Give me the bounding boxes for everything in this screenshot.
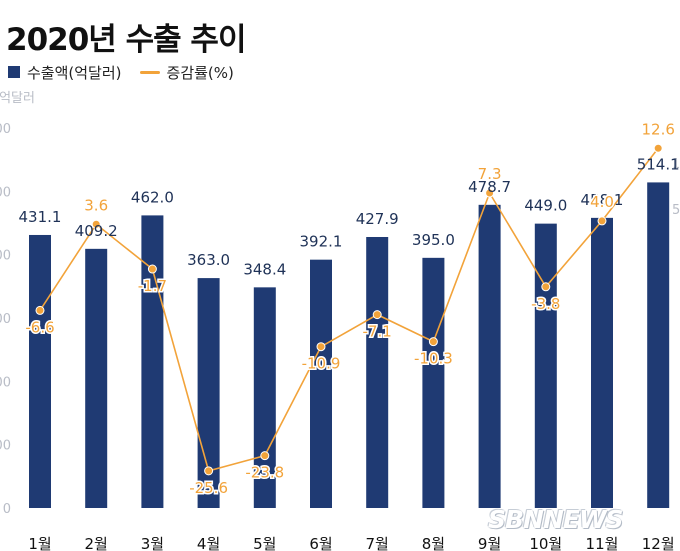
watermark: SBNNEWS	[488, 505, 624, 534]
growth-value-label: -10.9	[302, 355, 341, 373]
x-tick-label: 11월	[586, 535, 619, 551]
left-axis-tick: 100	[0, 439, 11, 454]
growth-point	[316, 342, 326, 352]
x-tick-label: 7월	[366, 535, 389, 551]
x-tick-label: 1월	[28, 535, 51, 551]
growth-point	[428, 337, 438, 347]
growth-value-label: -3.8	[531, 295, 560, 313]
growth-value-label: -25.6	[189, 479, 228, 497]
growth-value-label: -7.1	[363, 323, 392, 341]
growth-value-label: -1.7	[138, 277, 167, 295]
bar-export	[85, 248, 108, 508]
growth-point	[260, 451, 270, 461]
growth-point	[35, 305, 45, 315]
growth-value-label: -10.3	[414, 350, 453, 368]
bar-export	[366, 236, 389, 508]
growth-value-label: -6.6	[25, 318, 54, 336]
bar-export	[591, 217, 613, 508]
bar-export	[478, 204, 501, 508]
legend-label-exports: 수출액(억달러)	[27, 63, 122, 82]
x-tick-label: 3월	[141, 535, 164, 551]
bar-export	[310, 259, 332, 508]
growth-value-label: 12.6	[641, 120, 674, 138]
growth-point	[485, 188, 495, 198]
growth-value-label: 7.3	[478, 165, 502, 183]
bar-export	[422, 257, 445, 508]
growth-point	[372, 310, 382, 320]
growth-point	[653, 143, 663, 153]
x-tick-label: 5월	[253, 535, 276, 551]
growth-value-label: 4.0	[590, 193, 614, 211]
x-tick-label: 6월	[309, 535, 332, 551]
bar-value-label: 392.1	[300, 233, 343, 251]
bar-value-label: 431.1	[19, 208, 62, 226]
bar-value-label: 462.0	[131, 188, 174, 206]
bar-export	[141, 215, 164, 508]
bar-export	[647, 182, 670, 509]
growth-line	[39, 147, 659, 472]
legend-item-exports: 수출액(억달러)	[8, 62, 122, 83]
bar-value-label: 449.0	[524, 197, 567, 215]
x-tick-label: 2월	[85, 535, 108, 551]
x-tick-label: 9월	[478, 535, 501, 551]
bar-value-label: 478.7	[468, 178, 511, 196]
right-axis-tick: 5	[672, 203, 680, 218]
x-tick-label: 8월	[422, 535, 445, 551]
left-axis-tick: 400	[0, 249, 11, 264]
bar-value-label: 427.9	[356, 210, 399, 228]
left-axis-tick: 0	[3, 502, 11, 517]
growth-point	[147, 264, 157, 274]
bar-export	[534, 223, 557, 508]
left-axis-unit: (억달러	[0, 91, 35, 106]
bar-value-label: 458.1	[581, 191, 624, 209]
growth-point	[204, 466, 214, 476]
bar-value-label: 409.2	[75, 222, 118, 240]
x-tick-label: 12월	[642, 535, 675, 551]
growth-point	[597, 216, 607, 226]
bar-export	[29, 234, 51, 508]
legend-label-growth: 증감률(%)	[166, 63, 234, 82]
legend-bar-swatch	[8, 66, 20, 78]
right-axis-tick: 1	[672, 157, 680, 172]
left-axis-tick: 600	[0, 122, 11, 137]
bar-export	[253, 287, 276, 508]
growth-value-label: -23.8	[245, 464, 284, 482]
bar-value-label: 395.0	[412, 231, 455, 249]
chart-title: 2020년 수출 추이	[6, 22, 246, 58]
left-axis-tick: 300	[0, 312, 11, 327]
left-axis-tick: 500	[0, 185, 11, 200]
growth-point	[541, 282, 551, 292]
growth-value-label: 3.6	[84, 196, 108, 214]
growth-point	[91, 219, 101, 229]
x-tick-label: 4월	[197, 535, 220, 551]
bar-value-label: 363.0	[187, 251, 230, 269]
legend-line-swatch	[139, 70, 160, 74]
bar-value-label: 514.1	[637, 155, 680, 173]
legend-item-growth: 증감률(%)	[139, 62, 234, 83]
x-tick-label: 10월	[529, 535, 562, 551]
bar-value-label: 348.4	[243, 260, 286, 278]
legend: 수출액(억달러) 증감률(%)	[8, 62, 252, 82]
left-axis-tick: 200	[0, 375, 11, 390]
